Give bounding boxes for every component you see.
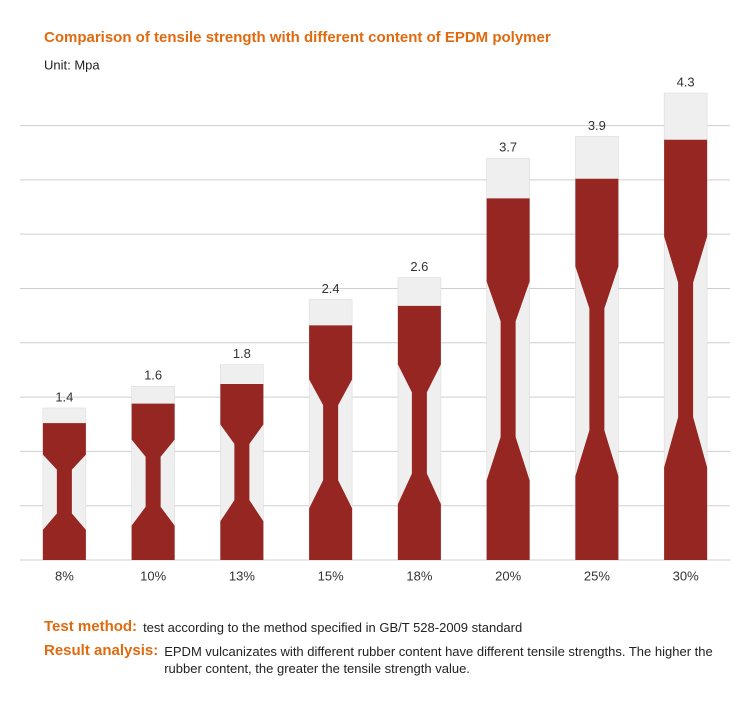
value-label: 2.4: [322, 281, 340, 296]
value-label: 1.8: [233, 346, 251, 361]
specimen: [664, 139, 708, 560]
chart-title: Comparison of tensile strength with diff…: [44, 29, 551, 46]
notes: Test method: test according to the metho…: [44, 618, 724, 683]
note-text: EPDM vulcanizates with different rubber …: [164, 644, 713, 676]
x-tick-label: 15%: [318, 568, 344, 583]
value-label: 1.4: [55, 389, 73, 404]
specimen: [397, 305, 441, 560]
specimen: [42, 423, 86, 560]
note-label: Result analysis:: [44, 642, 159, 659]
chart-subtitle: Unit: Mpa: [44, 57, 100, 72]
x-tick-label: 30%: [673, 568, 699, 583]
note-row: Test method: test according to the metho…: [44, 618, 724, 636]
x-tick-label: 18%: [406, 568, 432, 583]
value-label: 3.9: [588, 118, 606, 133]
specimen: [131, 403, 175, 560]
x-tick-label: 10%: [140, 568, 166, 583]
specimen: [220, 384, 264, 560]
value-label: 2.6: [410, 259, 428, 274]
x-tick-label: 13%: [229, 568, 255, 583]
specimen: [486, 198, 530, 561]
note-row: Result analysis: EPDM vulcanizates with …: [44, 642, 724, 677]
chart: Comparison of tensile strength with diff…: [20, 29, 730, 583]
x-tick-label: 25%: [584, 568, 610, 583]
specimen: [309, 325, 353, 560]
note-text: test according to the method specified i…: [143, 620, 523, 635]
value-label: 3.7: [499, 140, 517, 155]
x-tick-label: 20%: [495, 568, 521, 583]
note-label: Test method:: [44, 618, 138, 635]
specimen: [575, 178, 619, 560]
x-tick-label: 8%: [55, 568, 74, 583]
value-label: 1.6: [144, 368, 162, 383]
value-label: 4.3: [677, 74, 695, 89]
